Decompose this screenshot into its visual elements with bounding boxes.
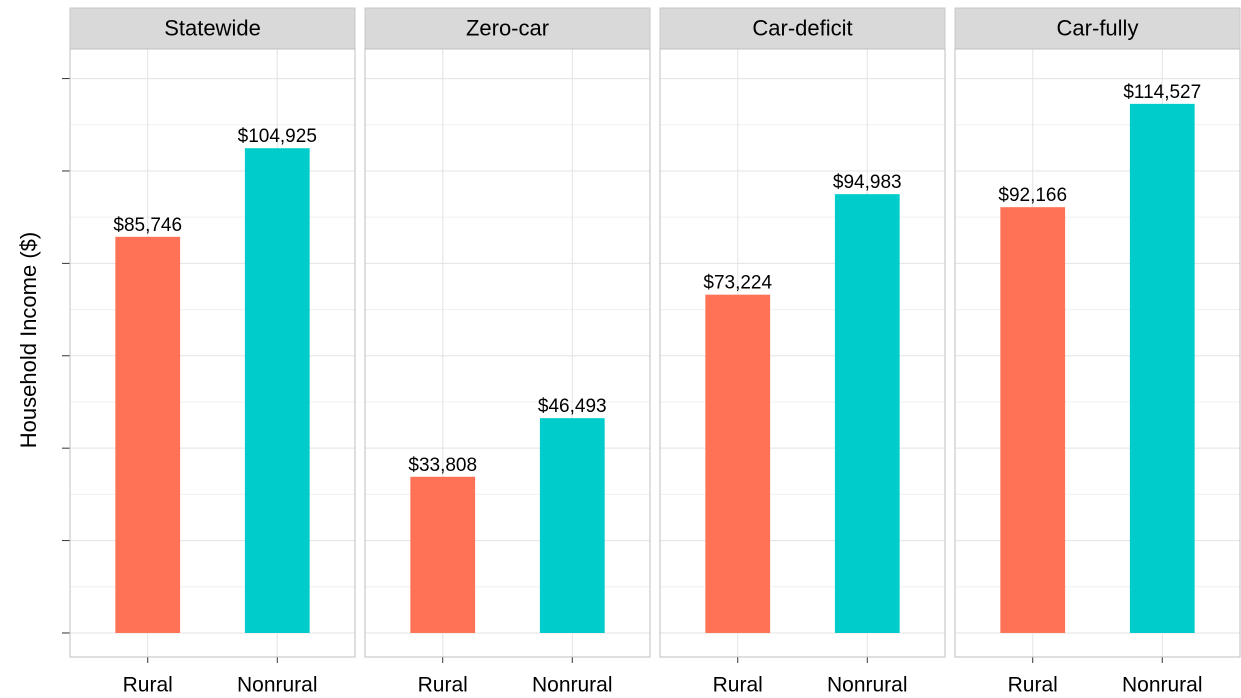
value-label: $92,166 [998,185,1067,206]
panel-border [69,48,356,658]
y-axis-label: Household Income ($) [16,232,41,448]
x-tick-label: Nonrural [827,674,908,697]
value-label: $73,224 [703,273,772,294]
bar [1000,207,1066,633]
x-tick-label: Rural [123,674,173,697]
x-tick-label: Nonrural [532,674,613,697]
value-label: $46,493 [538,396,607,417]
bar [1129,103,1195,633]
bar [410,476,476,633]
x-tick-label: Rural [418,674,468,697]
value-label: $114,527 [1123,82,1201,103]
strip [954,7,1241,50]
value-label: $94,983 [833,172,902,193]
value-label: $104,925 [238,126,317,147]
x-tick-label: Rural [1008,674,1058,697]
value-label: $85,746 [113,215,182,236]
facet-title: Car-deficit [752,15,852,40]
value-label: $33,808 [408,455,477,476]
bar [115,236,181,633]
bar [539,418,605,633]
strip [659,7,946,50]
panel-border [364,48,651,658]
bar [705,294,771,633]
x-tick-label: Nonrural [1122,674,1203,697]
panel-border [659,48,946,658]
x-tick-label: Rural [713,674,763,697]
facet-title: Car-fully [1057,15,1139,40]
facet-title: Statewide [164,15,261,40]
facet-title: Zero-car [466,15,549,40]
bar [834,194,900,633]
strip [364,7,651,50]
bar [244,148,310,633]
panel-border [954,48,1241,658]
x-tick-label: Nonrural [237,674,318,697]
